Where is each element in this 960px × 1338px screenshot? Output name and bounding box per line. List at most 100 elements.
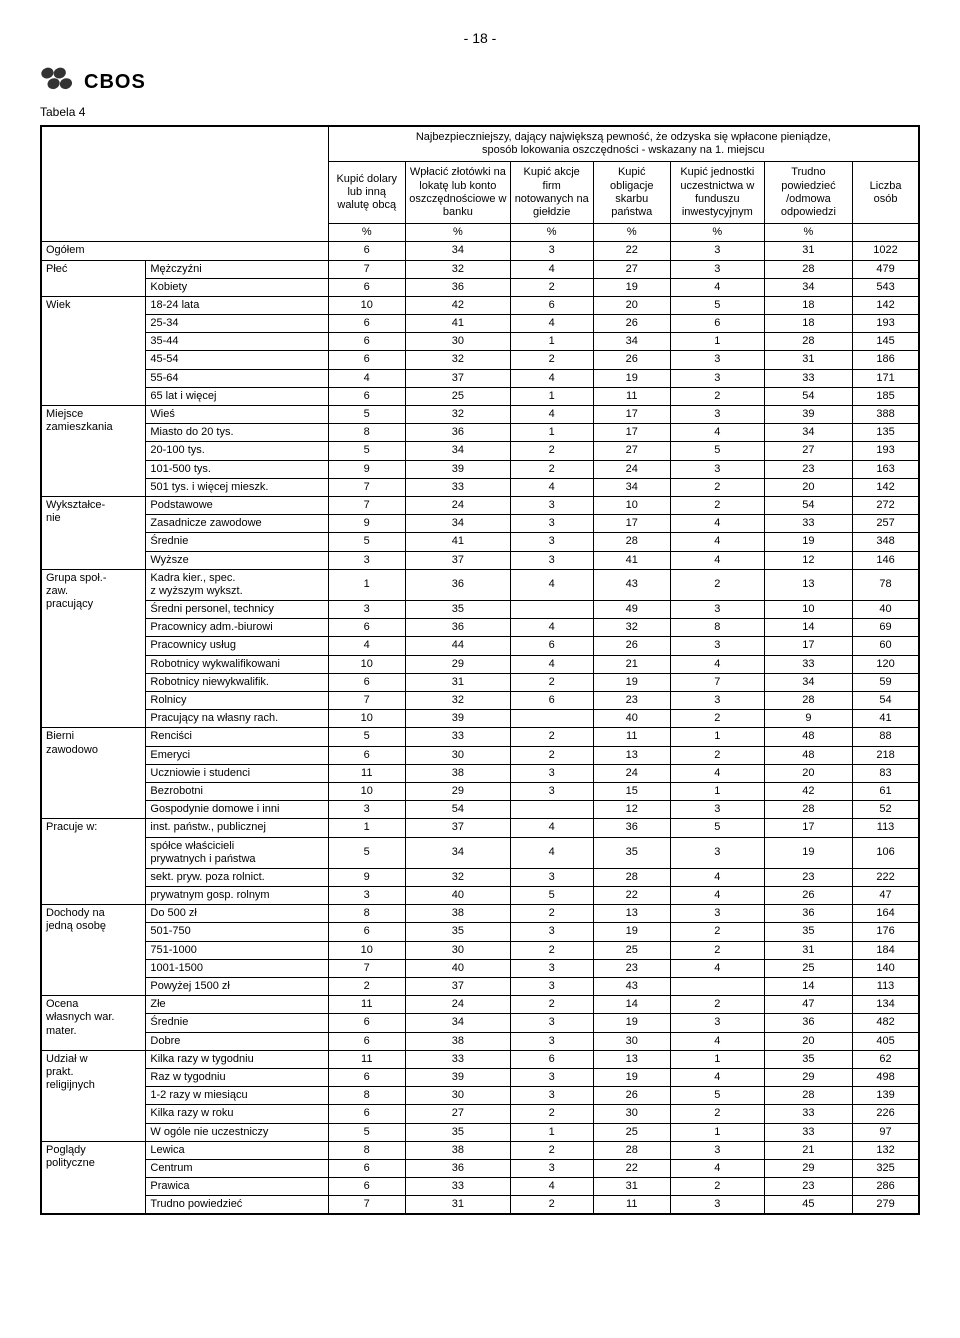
data-cell: 543 xyxy=(853,278,919,296)
data-cell: 3 xyxy=(670,260,764,278)
data-cell: 3 xyxy=(670,692,764,710)
subcategory-cell: Miasto do 20 tys. xyxy=(146,424,328,442)
subcategory-cell: Zasadnicze zawodowe xyxy=(146,515,328,533)
data-cell: 24 xyxy=(593,460,670,478)
table-row: Średni personel, technicy3354931040 xyxy=(41,601,919,619)
table-row: Uczniowie i studenci113832442083 xyxy=(41,764,919,782)
data-cell: 2 xyxy=(670,746,764,764)
subcategory-cell: Wieś xyxy=(146,406,328,424)
table-row: Wykształce- niePodstawowe724310254272 xyxy=(41,496,919,514)
data-cell: 405 xyxy=(853,1032,919,1050)
data-cell: 6 xyxy=(328,1178,405,1196)
data-cell: 2 xyxy=(670,496,764,514)
data-cell: 34 xyxy=(593,478,670,496)
data-cell: 2 xyxy=(510,996,593,1014)
data-cell: 36 xyxy=(405,1159,510,1177)
data-cell: 28 xyxy=(764,1087,852,1105)
table-row: Miasto do 20 tys.836117434135 xyxy=(41,424,919,442)
data-cell: 4 xyxy=(670,515,764,533)
data-cell: 40 xyxy=(853,601,919,619)
data-cell: 28 xyxy=(764,333,852,351)
col-header: Kupić jednostki uczestnictwa w funduszu … xyxy=(670,162,764,224)
data-cell: 23 xyxy=(764,460,852,478)
data-cell: 17 xyxy=(593,406,670,424)
table-row: Dochody na jedną osobęDo 500 zł838213336… xyxy=(41,905,919,923)
table-row: 20-100 tys.534227527193 xyxy=(41,442,919,460)
data-cell: 36 xyxy=(764,1014,852,1032)
data-cell: 35 xyxy=(593,837,670,868)
data-cell: 17 xyxy=(593,515,670,533)
category-cell: Pracuje w: xyxy=(41,819,146,905)
table-row: Kobiety636219434543 xyxy=(41,278,919,296)
data-cell: 17 xyxy=(764,819,852,837)
data-cell: 60 xyxy=(853,637,919,655)
data-cell: 2 xyxy=(670,569,764,600)
data-cell: 7 xyxy=(328,496,405,514)
data-cell: 24 xyxy=(593,764,670,782)
data-cell: 23 xyxy=(593,959,670,977)
data-cell: 2 xyxy=(510,460,593,478)
table-row: 25-34641426618193 xyxy=(41,315,919,333)
table-row: Centrum636322429325 xyxy=(41,1159,919,1177)
data-cell: 6 xyxy=(328,315,405,333)
data-cell: 6 xyxy=(670,315,764,333)
data-cell: 1 xyxy=(670,782,764,800)
data-cell: 3 xyxy=(328,887,405,905)
data-cell: 2 xyxy=(670,1105,764,1123)
data-cell: 45 xyxy=(764,1196,852,1215)
data-cell: 6 xyxy=(328,387,405,405)
data-cell: 6 xyxy=(510,637,593,655)
data-cell: 5 xyxy=(670,1087,764,1105)
data-cell: 26 xyxy=(593,315,670,333)
data-cell: 3 xyxy=(670,801,764,819)
data-cell: 97 xyxy=(853,1123,919,1141)
data-cell: 33 xyxy=(764,515,852,533)
data-cell: 34 xyxy=(593,333,670,351)
data-cell: 3 xyxy=(510,1032,593,1050)
table-row: Gospodynie domowe i inni3541232852 xyxy=(41,801,919,819)
data-cell: 3 xyxy=(670,1196,764,1215)
data-cell: 47 xyxy=(764,996,852,1014)
data-cell: 22 xyxy=(593,1159,670,1177)
data-cell: 1 xyxy=(510,424,593,442)
data-cell: 2 xyxy=(328,978,405,996)
col-header: Wpłacić złotówki na lokatę lub konto osz… xyxy=(405,162,510,224)
data-cell: 2 xyxy=(670,478,764,496)
data-cell: 142 xyxy=(853,296,919,314)
table-row: Grupa społ.- zaw. pracującyKadra kier., … xyxy=(41,569,919,600)
data-cell: 38 xyxy=(405,1141,510,1159)
pct-cell: % xyxy=(510,224,593,242)
logo-icon xyxy=(40,66,76,99)
data-cell: 8 xyxy=(328,1087,405,1105)
data-cell: 26 xyxy=(593,637,670,655)
category-cell: Dochody na jedną osobę xyxy=(41,905,146,996)
data-cell: 5 xyxy=(328,442,405,460)
data-cell: 4 xyxy=(670,655,764,673)
data-cell: 37 xyxy=(405,369,510,387)
data-cell: 164 xyxy=(853,905,919,923)
data-cell: 52 xyxy=(853,801,919,819)
data-cell: 17 xyxy=(593,424,670,442)
data-cell: 29 xyxy=(405,782,510,800)
data-cell: 31 xyxy=(764,351,852,369)
data-cell: 113 xyxy=(853,978,919,996)
subcategory-cell: Rolnicy xyxy=(146,692,328,710)
data-cell: 6 xyxy=(328,1032,405,1050)
data-cell: 3 xyxy=(670,1014,764,1032)
data-cell: 40 xyxy=(593,710,670,728)
subcategory-cell: Uczniowie i studenci xyxy=(146,764,328,782)
table-row: Poglądy polityczneLewica838228321132 xyxy=(41,1141,919,1159)
data-cell: 27 xyxy=(593,260,670,278)
data-cell: 24 xyxy=(405,996,510,1014)
data-cell: 3 xyxy=(670,601,764,619)
category-cell: Poglądy polityczne xyxy=(41,1141,146,1214)
subcategory-cell: Kilka razy w roku xyxy=(146,1105,328,1123)
data-cell: 132 xyxy=(853,1141,919,1159)
data-cell: 4 xyxy=(510,569,593,600)
data-cell: 26 xyxy=(593,351,670,369)
table-row: 1-2 razy w miesiącu830326528139 xyxy=(41,1087,919,1105)
data-cell: 479 xyxy=(853,260,919,278)
table-row: Wiek18-24 lata1042620518142 xyxy=(41,296,919,314)
data-cell: 5 xyxy=(670,819,764,837)
data-cell: 6 xyxy=(328,242,405,260)
